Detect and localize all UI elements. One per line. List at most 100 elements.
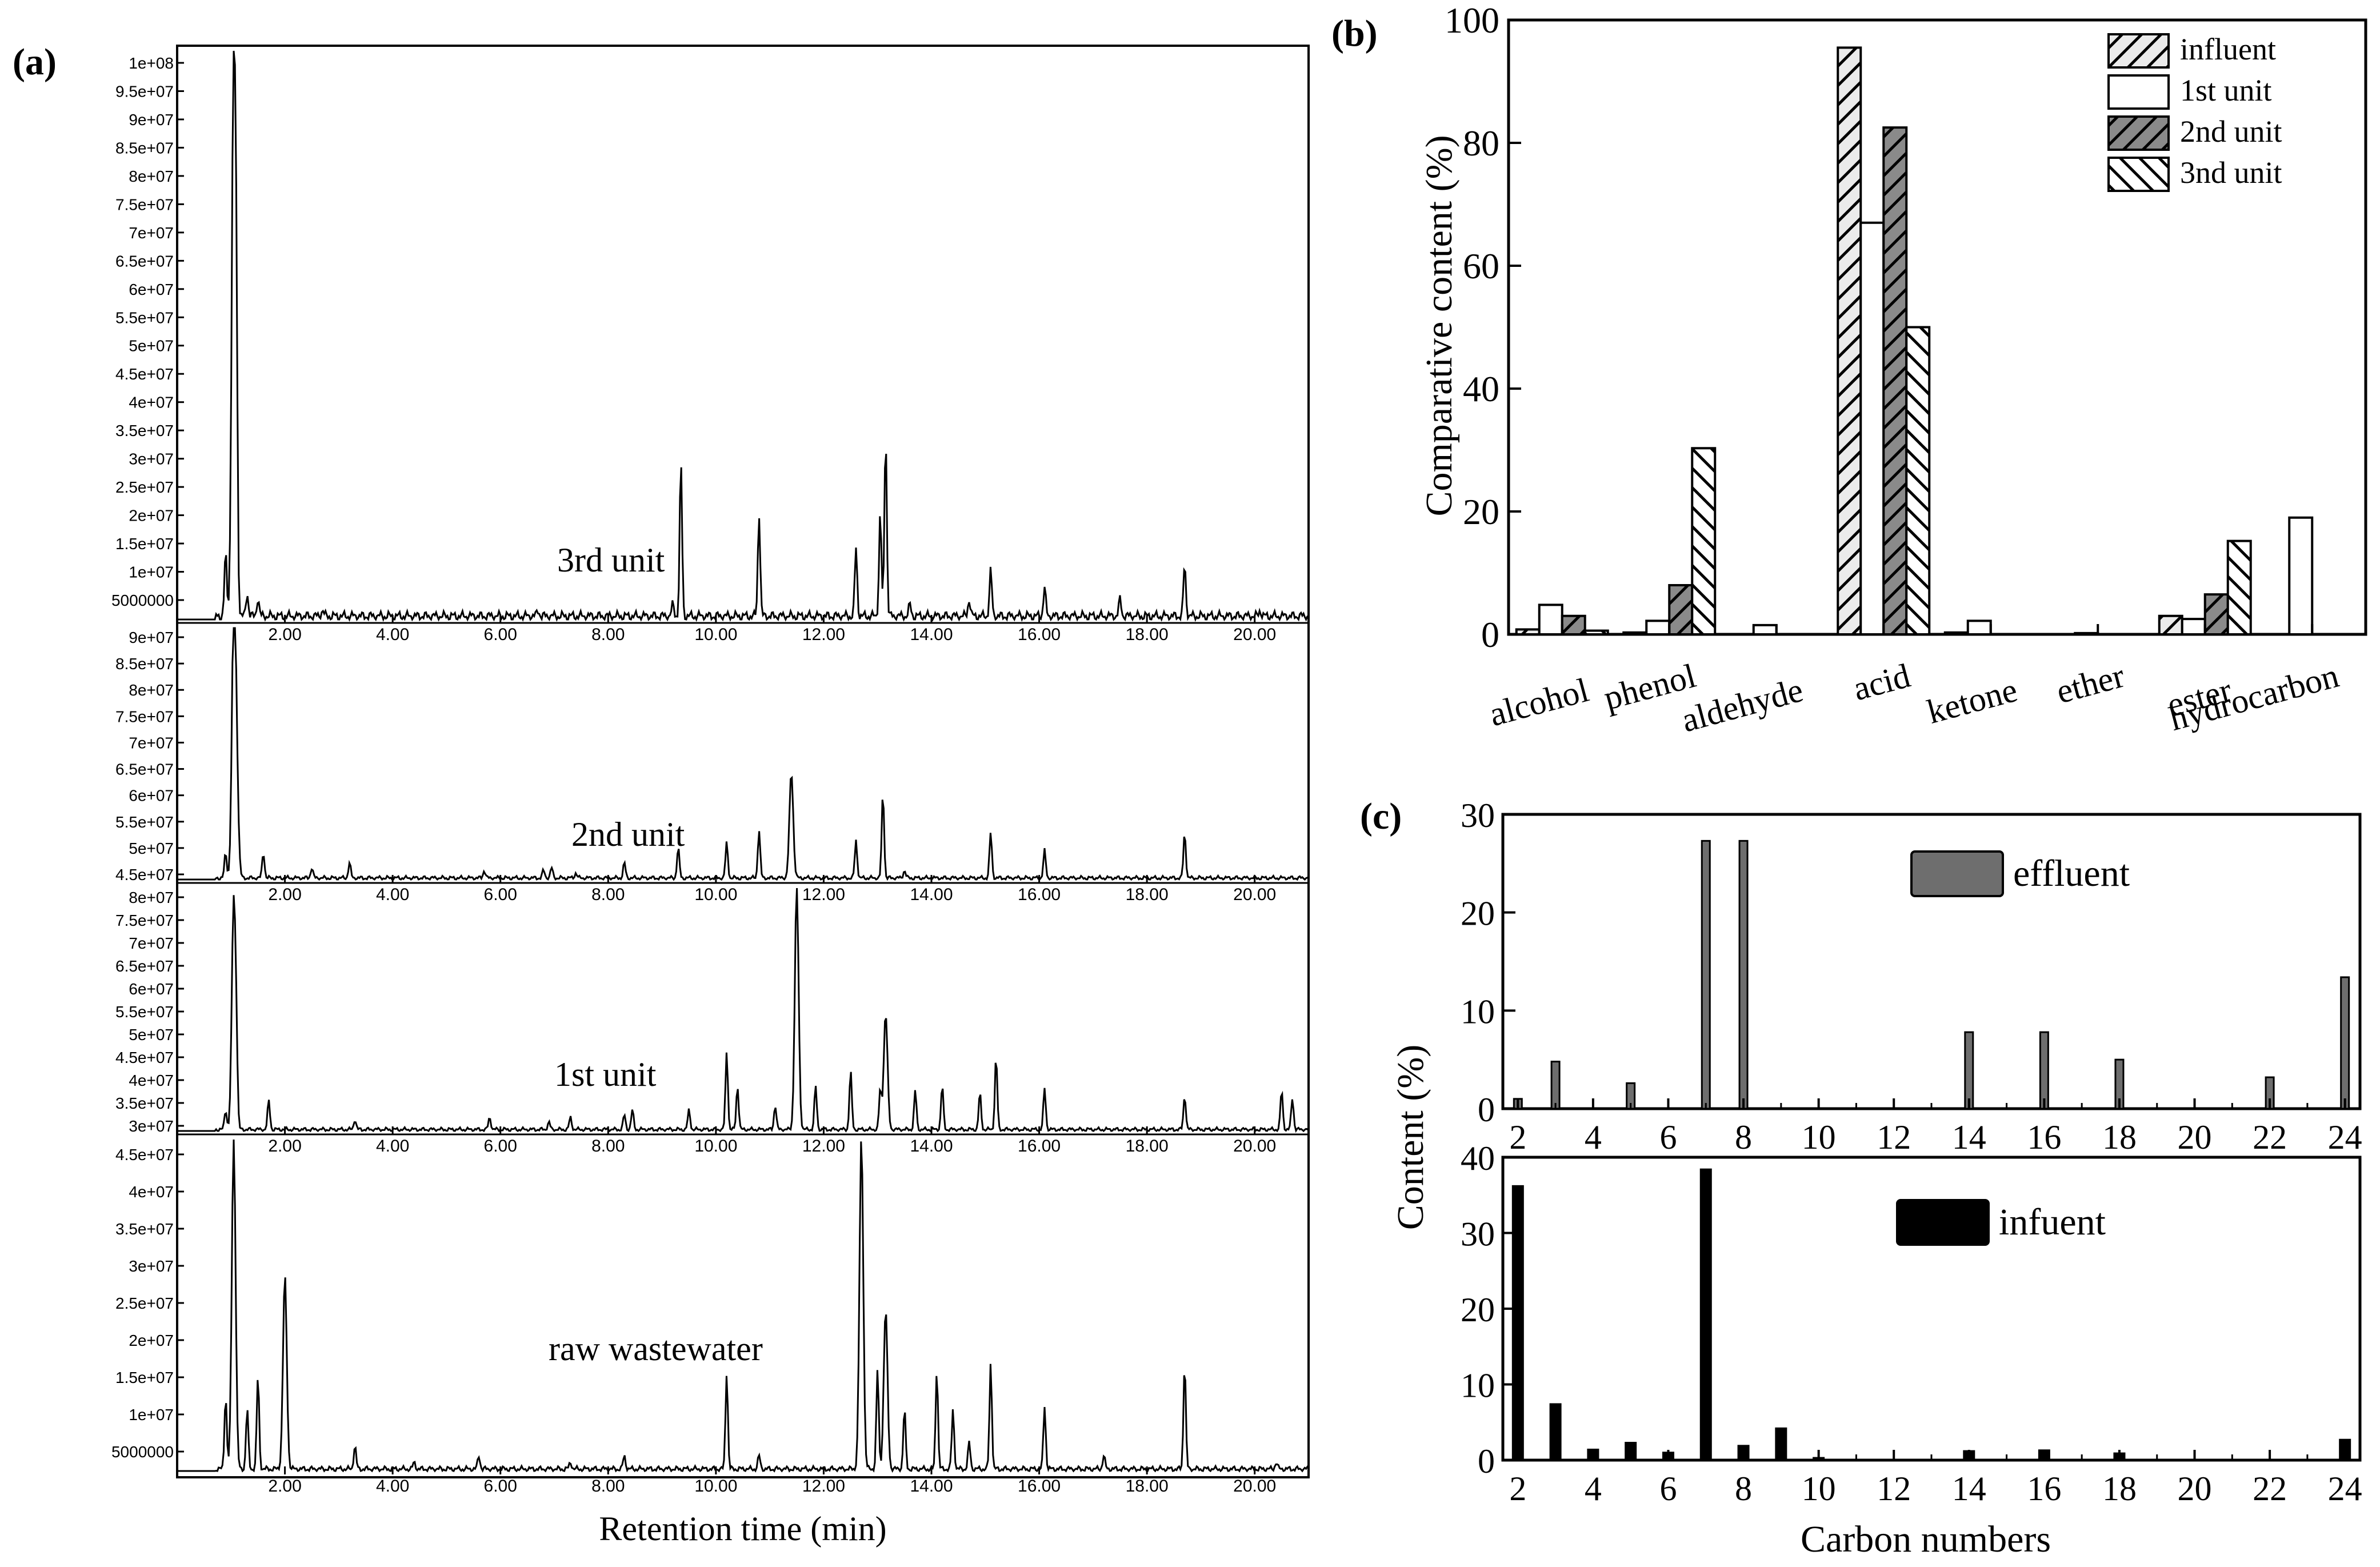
a-y-tick-label: 6e+07 bbox=[129, 281, 174, 298]
bar-effluent-c8 bbox=[1738, 840, 1749, 1110]
c-y-tick-label: 40 bbox=[1461, 1140, 1495, 1177]
c-y-tick-label: 30 bbox=[1461, 1216, 1495, 1253]
a-x-tick-label: 18.00 bbox=[1126, 885, 1169, 904]
a-y-tick-label: 9e+07 bbox=[129, 629, 174, 646]
c-x-tick-label: 12 bbox=[1877, 1118, 1911, 1156]
a-y-tick-label: 5e+07 bbox=[129, 1026, 174, 1044]
legend-swatch-2 bbox=[2107, 74, 2170, 110]
a-y-tick-label: 5e+07 bbox=[129, 337, 174, 355]
a-y-tick-label: 2.5e+07 bbox=[115, 1294, 174, 1312]
a-y-tick-label: 2.5e+07 bbox=[115, 478, 174, 496]
bar-effluent-c24 bbox=[2340, 976, 2350, 1110]
bar-alcohol-1st-unit bbox=[1538, 603, 1563, 636]
a-y-tick-label: 5000000 bbox=[111, 591, 174, 609]
a-x-tick-label: 2.00 bbox=[268, 1137, 301, 1156]
a-y-tick-label: 6e+07 bbox=[129, 980, 174, 998]
a-y-tick-label: 5.5e+07 bbox=[115, 1003, 174, 1021]
chromatogram-trace-4 bbox=[177, 1139, 1310, 1473]
bar-ketone-influent bbox=[1943, 631, 1969, 636]
bar-hydrocarbon-1st-unit bbox=[2288, 516, 2314, 635]
legend-label-1: influent bbox=[2180, 32, 2276, 66]
c-x-tick-label: 24 bbox=[2328, 1470, 2362, 1508]
c-x-tick-label: 2 bbox=[1509, 1118, 1526, 1156]
a-y-tick-label: 8e+07 bbox=[129, 681, 174, 699]
bar-phenol-influent bbox=[1622, 631, 1648, 636]
a-x-tick-label: 6.00 bbox=[484, 885, 517, 904]
a-y-tick-label: 8e+07 bbox=[129, 167, 174, 185]
bar-aldehyde-1st-unit bbox=[1752, 623, 1778, 635]
a-y-tick-label: 7e+07 bbox=[129, 224, 174, 242]
b-category-label-ether: ether bbox=[2053, 657, 2129, 711]
c-x-tick-label: 22 bbox=[2253, 1470, 2287, 1508]
a-y-tick-label: 4.5e+07 bbox=[115, 365, 174, 383]
panel-c-x-axis-label: Carbon numbers bbox=[1801, 1518, 2051, 1560]
panel-b-bars bbox=[1515, 46, 2314, 636]
bar-ester-1st-unit bbox=[2181, 618, 2206, 635]
b-y-tick-label: 20 bbox=[1463, 491, 1499, 532]
b-category-label-hydrocarbon: hydrocarbon bbox=[2166, 657, 2343, 738]
c-y-tick-label: 10 bbox=[1461, 1367, 1495, 1405]
c-x-tick-label: 10 bbox=[1802, 1470, 1836, 1508]
a-x-tick-label: 12.00 bbox=[802, 885, 845, 904]
panel-c-influent-subplot: 0 10 20 30 40 infuent bbox=[1461, 1140, 2351, 1480]
a-x-tick-label: 18.00 bbox=[1126, 1137, 1169, 1156]
bar-acid-influent bbox=[1837, 46, 1862, 635]
a-x-tick-label: 20.00 bbox=[1233, 885, 1276, 904]
bar-acid-2nd-unit bbox=[1882, 126, 1908, 635]
panel-b-frame bbox=[1507, 18, 2367, 636]
chromatogram-trace-2 bbox=[177, 627, 1309, 881]
bar-acid-1st-unit bbox=[1859, 221, 1885, 635]
a-x-tick-label: 20.00 bbox=[1233, 625, 1276, 644]
panel-a-chromatograms: 3rd unit 2nd unit 1st unit raw wastewater 1… bbox=[111, 45, 1310, 1548]
a-x-tick-label: 14.00 bbox=[910, 1477, 953, 1496]
a-y-tick-label: 2e+07 bbox=[129, 507, 174, 525]
a-x-tick-label: 4.00 bbox=[376, 885, 409, 904]
bar-phenol-3nd-unit bbox=[1691, 447, 1717, 636]
a-y-tick-label: 7e+07 bbox=[129, 734, 174, 751]
bar-effluent-c16 bbox=[2039, 1031, 2049, 1110]
bar-phenol-2nd-unit bbox=[1668, 584, 1694, 635]
legend-label-3: 2nd unit bbox=[2180, 114, 2282, 149]
a-x-tick-label: 4.00 bbox=[376, 625, 409, 644]
a-x-tick-label: 6.00 bbox=[484, 1477, 517, 1496]
a-y-tick-label: 9.5e+07 bbox=[115, 82, 174, 100]
c-x-tick-label: 8 bbox=[1735, 1118, 1752, 1156]
a-x-tick-label: 6.00 bbox=[484, 1137, 517, 1156]
a-x-tick-label: 12.00 bbox=[802, 1477, 845, 1496]
panel-a-x-ticks: 2.00 2.00 2.00 2.00 4.00 4.00 4.00 4.00 6.00 6.00… bbox=[268, 615, 1276, 1496]
a-y-tick-label: 6.5e+07 bbox=[115, 761, 174, 778]
chromatogram-trace-1 bbox=[177, 50, 1309, 622]
trace-label-4: raw wastewater bbox=[549, 1330, 763, 1368]
a-y-tick-label: 8.5e+07 bbox=[115, 139, 174, 157]
legend-swatch-infuent bbox=[1896, 1199, 1990, 1246]
trace-label-2: 2nd unit bbox=[571, 816, 685, 853]
a-x-tick-label: 14.00 bbox=[910, 885, 953, 904]
legend-label-4: 3nd unit bbox=[2180, 155, 2282, 190]
b-y-tick-label: 100 bbox=[1445, 0, 1499, 41]
a-x-tick-label: 4.00 bbox=[376, 1477, 409, 1496]
trace-label-3: 1st unit bbox=[554, 1056, 657, 1093]
bar-effluent-c3 bbox=[1550, 1061, 1561, 1110]
c-x-tick-label: 20 bbox=[2178, 1118, 2212, 1156]
a-y-tick-label: 2e+07 bbox=[129, 1332, 174, 1349]
panel-a-series-group: 3rd unit 2nd unit 1st unit raw wastewater bbox=[177, 50, 1310, 1473]
b-y-tick-label: 40 bbox=[1463, 369, 1499, 409]
panel-b-y-ticks: 0 20 40 60 80 100 bbox=[1445, 0, 1521, 655]
c-x-tick-label: 18 bbox=[2102, 1118, 2137, 1156]
a-x-tick-label: 12.00 bbox=[802, 1137, 845, 1156]
a-x-tick-label: 12.00 bbox=[802, 625, 845, 644]
c-y-tick-label: 0 bbox=[1478, 1091, 1495, 1129]
a-y-tick-label: 1.5e+07 bbox=[115, 535, 174, 553]
a-x-tick-label: 4.00 bbox=[376, 1137, 409, 1156]
panel-a-y-ticks: 1e+08 9.5e+07 9e+07 8.5e+07 8e+07 7.5e+07 7e+0… bbox=[111, 54, 184, 1461]
bar-ester-3nd-unit bbox=[2226, 539, 2252, 635]
a-y-tick-label: 1.5e+07 bbox=[115, 1369, 174, 1386]
c-x-tick-label: 16 bbox=[2027, 1118, 2061, 1156]
legend-swatch-effluent bbox=[1910, 850, 2004, 897]
a-x-tick-label: 10.00 bbox=[694, 1137, 737, 1156]
a-x-tick-label: 20.00 bbox=[1233, 1137, 1276, 1156]
b-category-label-acid: acid bbox=[1849, 657, 1914, 708]
c-x-tick-label: 14 bbox=[1952, 1118, 1986, 1156]
